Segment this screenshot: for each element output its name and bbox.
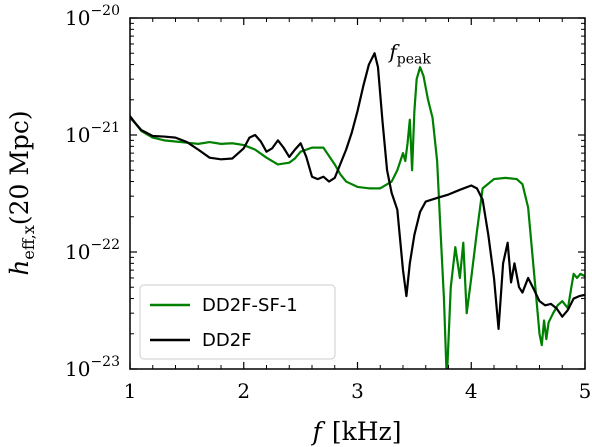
y-tick-base: 10: [65, 240, 90, 264]
legend-label-dd2f: DD2F: [202, 330, 252, 351]
x-axis-symbol: f: [311, 417, 326, 446]
y-tick-label: 10−23: [65, 354, 120, 381]
y-tick-label: 10−20: [65, 3, 120, 30]
y-tick-exponent: −20: [90, 3, 120, 19]
y-tick-exponent: −23: [90, 354, 120, 370]
y-axis-subscript: eff,x: [19, 225, 38, 259]
y-axis-symbol: h: [5, 260, 34, 276]
y-tick-label: 10−22: [65, 237, 120, 264]
y-axis-tail: (20 Mpc): [5, 110, 34, 225]
y-axis-label: heff,x(20 Mpc): [5, 110, 38, 275]
x-tick-label: 1: [124, 379, 137, 403]
series-line-dd2f: [130, 52, 585, 331]
x-axis-unit: [kHz]: [332, 417, 402, 446]
x-axis-label: f [kHz]: [311, 417, 402, 446]
legend-label-dd2f-sf-1: DD2F-SF-1: [202, 295, 298, 316]
x-tick-label: 5: [579, 379, 592, 403]
legend: DD2F-SF-1 DD2F: [139, 284, 336, 360]
series-layer: [130, 52, 585, 369]
y-tick-base: 10: [65, 357, 90, 381]
y-tick-exponent: −22: [90, 237, 120, 253]
x-tick-label: 4: [465, 379, 478, 403]
series-line-dd2f-sf-1: [130, 66, 585, 369]
y-tick-label: 10−21: [65, 120, 120, 147]
x-tick-label: 2: [237, 379, 250, 403]
y-tick-base: 10: [65, 123, 90, 147]
y-tick-base: 10: [65, 6, 90, 30]
plot-frame: [129, 17, 586, 370]
peak-subscript: peak: [397, 52, 432, 68]
x-tick-label: 3: [351, 379, 364, 403]
y-tick-exponent: −21: [90, 120, 120, 136]
